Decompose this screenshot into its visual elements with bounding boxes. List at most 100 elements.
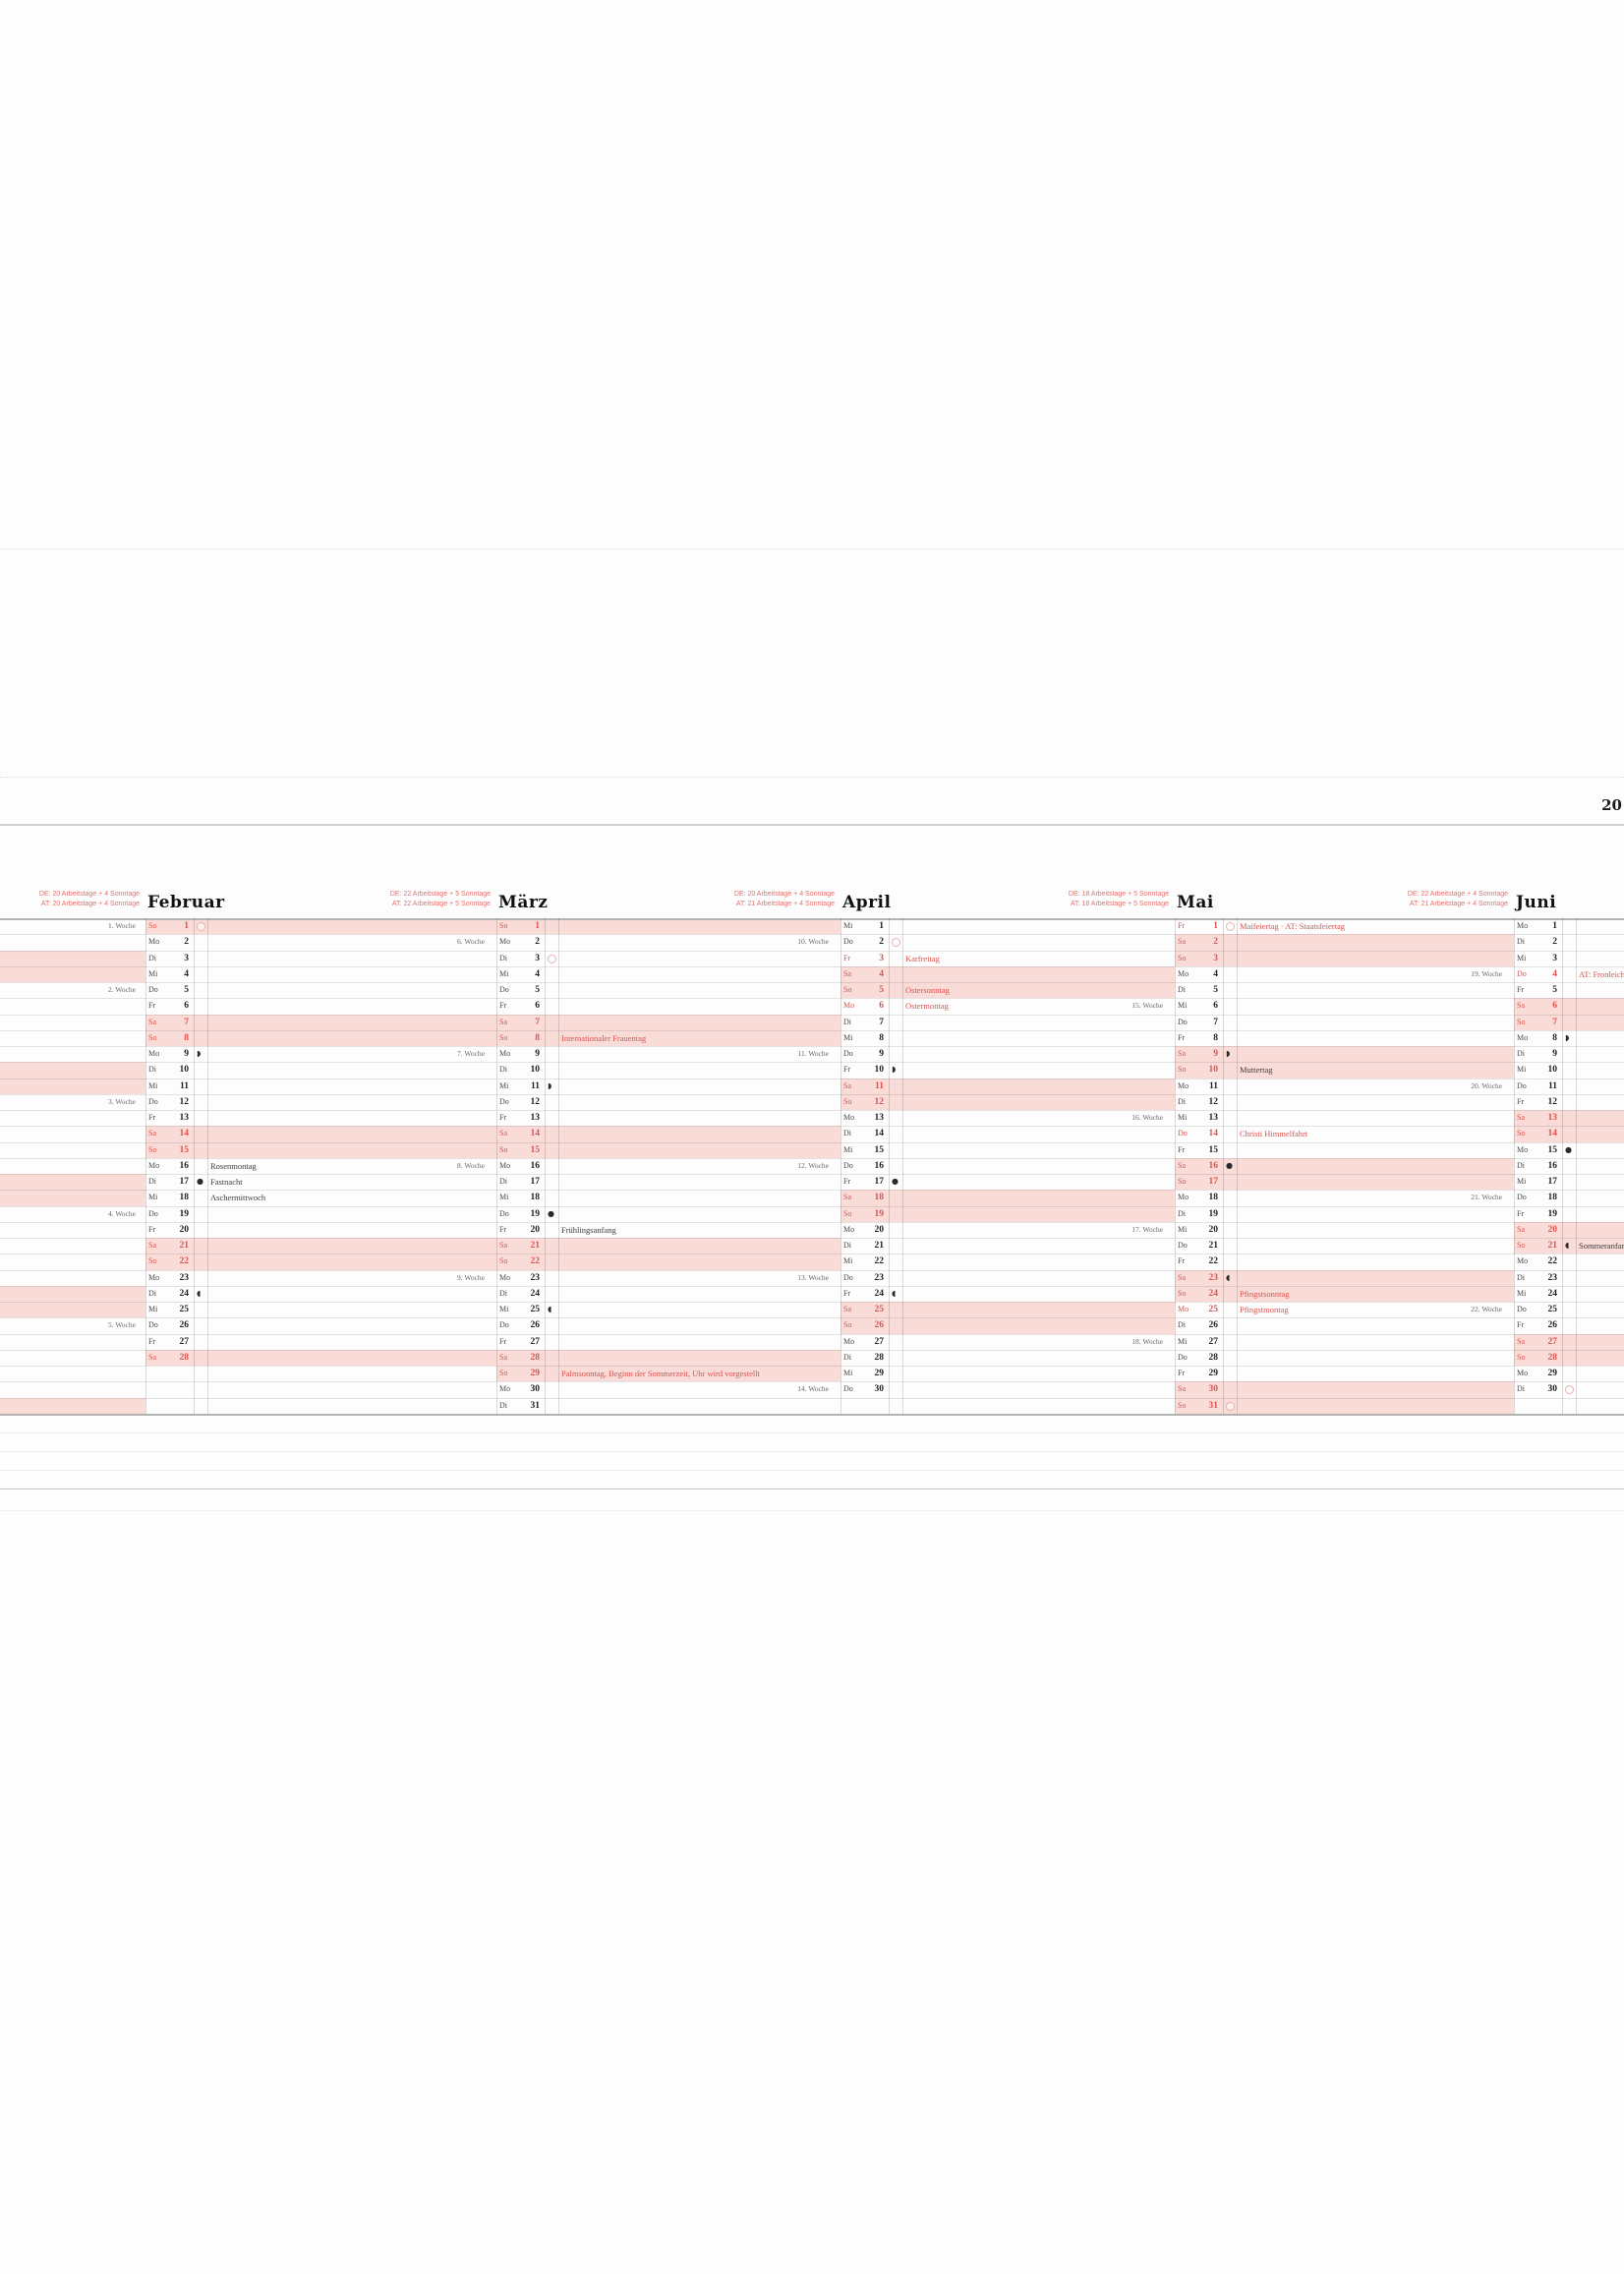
- day-abbrev: Sa: [1178, 1160, 1186, 1170]
- grid-column-line: [145, 918, 146, 1414]
- day-row: So 7: [1514, 1015, 1624, 1030]
- day-number: 19: [530, 1208, 541, 1219]
- day-number: 12: [530, 1096, 541, 1107]
- day-abbrev: Do: [843, 1272, 853, 1282]
- grid-row-line: [0, 1157, 1624, 1159]
- weekend-band: [145, 1349, 496, 1367]
- day-row: Fr 29: [1175, 1366, 1514, 1381]
- grid-row-line: [0, 1029, 1624, 1031]
- day-abbrev: Di: [1517, 1384, 1525, 1394]
- day-abbrev: Mo: [1517, 1369, 1529, 1378]
- day-number: 30: [1547, 1384, 1558, 1395]
- day-row: Sa 14: [496, 1126, 841, 1141]
- day-abbrev: Do: [148, 1320, 158, 1330]
- day-row: Mo 13: [841, 1110, 1175, 1126]
- day-abbrev: Sa: [1517, 1113, 1525, 1123]
- day-number: 4: [1552, 968, 1557, 979]
- day-row: Sa 7: [145, 1015, 496, 1030]
- event-label: Palmsonntag, Beginn der Sommerzeit, Uhr …: [561, 1369, 760, 1379]
- day-row: Mi 10: [1514, 1062, 1624, 1078]
- day-abbrev: Do: [1178, 1017, 1188, 1026]
- day-row: So 26: [841, 1317, 1175, 1333]
- day-number: 8: [1552, 1032, 1557, 1043]
- day-row: Sa 21: [145, 1238, 496, 1254]
- day-number: 1: [879, 921, 884, 931]
- day-abbrev: So: [843, 1208, 852, 1218]
- day-number: 14: [179, 1129, 190, 1139]
- day-abbrev: So: [843, 1320, 852, 1330]
- moon-full-icon: [197, 922, 205, 931]
- grid-column-line: [207, 918, 208, 1414]
- day-row: So 21: [1514, 1238, 1624, 1254]
- day-abbrev: Di: [148, 1177, 156, 1187]
- week-label: 14. Woche: [797, 1384, 829, 1394]
- day-abbrev: Fr: [1178, 921, 1186, 930]
- day-row: Do 14: [1175, 1126, 1514, 1141]
- day-row: Fr 15: [1175, 1142, 1514, 1158]
- day-number: 12: [1208, 1096, 1219, 1107]
- day-row: Mi 4: [496, 966, 841, 982]
- day-number: 2: [535, 937, 540, 948]
- day-abbrev: Fr: [148, 1001, 156, 1011]
- grid-row-line: [0, 1317, 1624, 1319]
- day-number: 3: [879, 953, 884, 963]
- weekend-band: [0, 1174, 145, 1191]
- month-stats: DE: 20 Arbeitstage + 4 Sonntage AT: 20 Ar…: [38, 891, 140, 907]
- day-row: Do 12: [496, 1094, 841, 1110]
- day-number: 22: [179, 1256, 190, 1267]
- moon-new-icon: ●: [197, 1177, 203, 1187]
- day-abbrev: So: [499, 1369, 508, 1378]
- day-number: 10: [179, 1065, 190, 1076]
- day-row: So 10: [1175, 1062, 1514, 1078]
- day-row: Fr 13: [145, 1110, 496, 1126]
- weekend-band: [1175, 1285, 1514, 1303]
- day-row: Do 28: [1175, 1350, 1514, 1366]
- day-number: 11: [180, 1080, 189, 1091]
- day-row: So 1: [496, 918, 841, 934]
- day-row: Di 10: [145, 1062, 496, 1078]
- week-label: 3. Woche: [107, 1096, 136, 1106]
- week-label: 17. Woche: [1131, 1224, 1163, 1234]
- day-abbrev: Sa: [148, 1241, 156, 1251]
- day-abbrev: Mi: [843, 1032, 853, 1042]
- day-number: 10: [1547, 1065, 1558, 1076]
- week-label: 15. Woche: [1131, 1001, 1163, 1011]
- day-number: 16: [530, 1160, 541, 1171]
- month-title: Juni: [1516, 893, 1557, 912]
- day-row: Sa 21: [496, 1238, 841, 1254]
- weekend-band: [1175, 934, 1514, 951]
- day-row: Do 7: [1175, 1015, 1514, 1030]
- weekend-band: [145, 1014, 496, 1030]
- week-label: 11. Woche: [797, 1049, 829, 1059]
- day-abbrev: Mo: [1517, 1144, 1529, 1154]
- grid-row-line: [0, 1333, 1624, 1335]
- day-number: 14: [1547, 1129, 1558, 1139]
- day-number: 15: [874, 1144, 885, 1155]
- day-number: 11: [531, 1080, 540, 1091]
- week-label: 10. Woche: [797, 937, 829, 947]
- day-row: Mi 18: [496, 1190, 841, 1205]
- day-abbrev: So: [1517, 1017, 1526, 1026]
- day-number: 28: [1208, 1352, 1219, 1363]
- day-abbrev: Mi: [843, 1256, 853, 1266]
- day-number: 16: [1547, 1160, 1558, 1171]
- moon-full-icon: [1226, 1401, 1235, 1411]
- week-label: 21. Woche: [1471, 1193, 1502, 1202]
- day-number: 25: [530, 1305, 541, 1315]
- grid-row-line: [0, 1062, 1624, 1064]
- day-abbrev: Di: [499, 1065, 507, 1075]
- day-abbrev: Do: [499, 985, 509, 995]
- day-abbrev: Sa: [499, 1129, 507, 1138]
- day-abbrev: Sa: [148, 1352, 156, 1362]
- day-number: 14: [1208, 1129, 1219, 1139]
- weekend-band: [496, 1238, 841, 1254]
- grid-row-line: [0, 1205, 1624, 1207]
- day-row: So 12: [841, 1094, 1175, 1110]
- grid-row-line: [0, 1285, 1624, 1287]
- grid-row-line: [0, 982, 1624, 984]
- day-row: Mi 20: [1175, 1222, 1514, 1238]
- day-number: 4: [535, 968, 540, 979]
- week-label: 1. Woche: [107, 921, 136, 930]
- day-row: Fr 22: [1175, 1254, 1514, 1269]
- month-title: März: [498, 893, 549, 912]
